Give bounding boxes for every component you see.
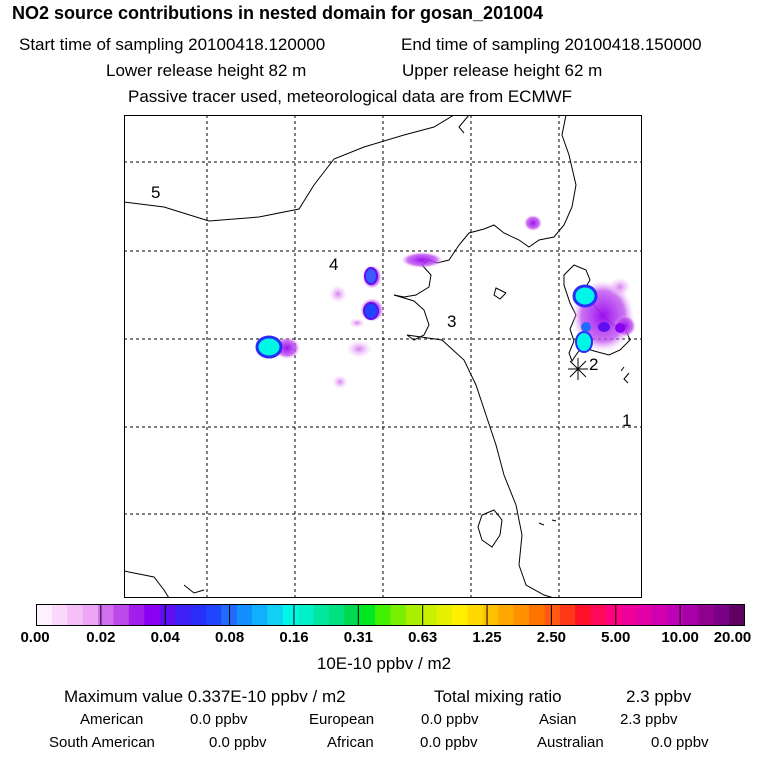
region-value: 0.0 ppbv (420, 734, 478, 751)
color-scale-cell (421, 604, 438, 626)
tracer-note: Passive tracer used, meteorological data… (128, 87, 573, 106)
color-scale-cell (82, 604, 99, 626)
coastlines (123, 114, 631, 599)
color-scale-cell (144, 604, 161, 626)
color-scale-cell (67, 604, 84, 626)
total-mixing-value: 2.3 ppbv (626, 687, 692, 706)
region-name: Asian (539, 711, 577, 728)
color-scale-cell (128, 604, 145, 626)
color-scale-cell (251, 604, 268, 626)
maximum-value: Maximum value 0.337E-10 ppbv / m2 (64, 687, 346, 706)
color-scale-cell (605, 604, 622, 626)
color-scale-cell (205, 604, 222, 626)
color-scale-cell (159, 604, 176, 626)
color-scale-cell (667, 604, 684, 626)
color-scale-cell (621, 604, 638, 626)
color-scale-tick-label: 5.00 (601, 629, 631, 646)
color-scale-cell (698, 604, 715, 626)
region-value: 0.0 ppbv (190, 711, 248, 728)
region-name: South American (49, 734, 155, 751)
color-scale-cell (467, 604, 484, 626)
region-value: 0.0 ppbv (209, 734, 267, 751)
color-scale-tick-label: 0.04 (150, 629, 180, 646)
lat-lon-grid (124, 115, 642, 598)
map-label-5: 5 (151, 183, 161, 202)
color-scale-tick-label: 0.00 (20, 629, 50, 646)
color-scale-cell (175, 604, 191, 626)
map-label-1: 1 (622, 411, 632, 430)
color-scale-tick-label: 0.31 (343, 629, 373, 646)
color-scale-cell (682, 604, 699, 626)
color-scale-cell (328, 604, 345, 626)
color-scale-cell (544, 604, 561, 626)
color-scale-cell (529, 604, 545, 626)
receptor-marker (568, 358, 588, 380)
color-scale-tick-label: 10.00 (661, 629, 699, 646)
lower-release-height: Lower release height 82 m (106, 61, 307, 80)
region-value: 0.0 ppbv (421, 711, 479, 728)
color-scale-cell (559, 604, 576, 626)
region-name: African (327, 734, 374, 751)
map-canvas (123, 114, 642, 599)
region-name: American (80, 711, 144, 728)
color-scale-units: 10E-10 ppbv / m2 (316, 654, 452, 673)
page-title: NO2 source contributions in nested domai… (12, 3, 544, 23)
color-scale-cell (359, 604, 376, 626)
color-scale-cell (36, 604, 53, 626)
color-scale-cell (636, 604, 653, 626)
color-scale-cell (482, 604, 499, 626)
color-scale-cell (282, 604, 299, 626)
color-scale-cell (405, 604, 422, 626)
color-scale-cell (375, 604, 391, 626)
color-scale-cell (313, 604, 330, 626)
color-scale-cell (190, 604, 207, 626)
color-scale-cell (452, 604, 468, 626)
color-scale-tick-label: 0.02 (86, 629, 116, 646)
color-scale-tick-label: 1.25 (472, 629, 502, 646)
map-label-4: 4 (329, 255, 339, 274)
region-name: European (309, 711, 375, 728)
color-scale-cell (51, 604, 68, 626)
map-label-3: 3 (447, 312, 457, 331)
color-scale-tick-label: 0.08 (214, 629, 245, 646)
map-panel: 5 4 3 2 1 (123, 114, 642, 599)
map-label-2: 2 (589, 355, 599, 374)
color-scale-bar (36, 604, 745, 626)
upper-release-height: Upper release height 62 m (402, 61, 603, 80)
color-scale-cell (513, 604, 530, 626)
region-value: 2.3 ppbv (620, 711, 678, 728)
color-scale-cell (713, 604, 730, 626)
color-scale-cell (729, 604, 745, 626)
color-scale-cell (236, 604, 253, 626)
color-scale-tick-label: 0.16 (279, 629, 309, 646)
color-scale-tick-label: 2.50 (536, 629, 567, 646)
color-scale-cell (267, 604, 284, 626)
end-time: End time of sampling 20100418.150000 (401, 35, 702, 54)
region-value: 0.0 ppbv (651, 734, 709, 751)
color-scale-cell (575, 604, 592, 626)
color-scale-cell (98, 604, 114, 626)
color-scale-cell (298, 604, 315, 626)
color-scale-cell (652, 604, 669, 626)
color-scale-tick-label: 0.63 (408, 629, 438, 646)
color-scale-cell (436, 604, 453, 626)
color-scale-tick-label: 20.00 (713, 629, 752, 646)
color-scale-cell (390, 604, 407, 626)
color-scale-cell (498, 604, 515, 626)
total-mixing-label: Total mixing ratio (434, 687, 562, 706)
color-scale-cell (590, 604, 607, 626)
color-scale-cell (344, 604, 361, 626)
hotspots (255, 267, 625, 359)
region-name: Australian (537, 734, 604, 751)
color-scale-cell (113, 604, 130, 626)
start-time: Start time of sampling 20100418.120000 (19, 35, 326, 54)
